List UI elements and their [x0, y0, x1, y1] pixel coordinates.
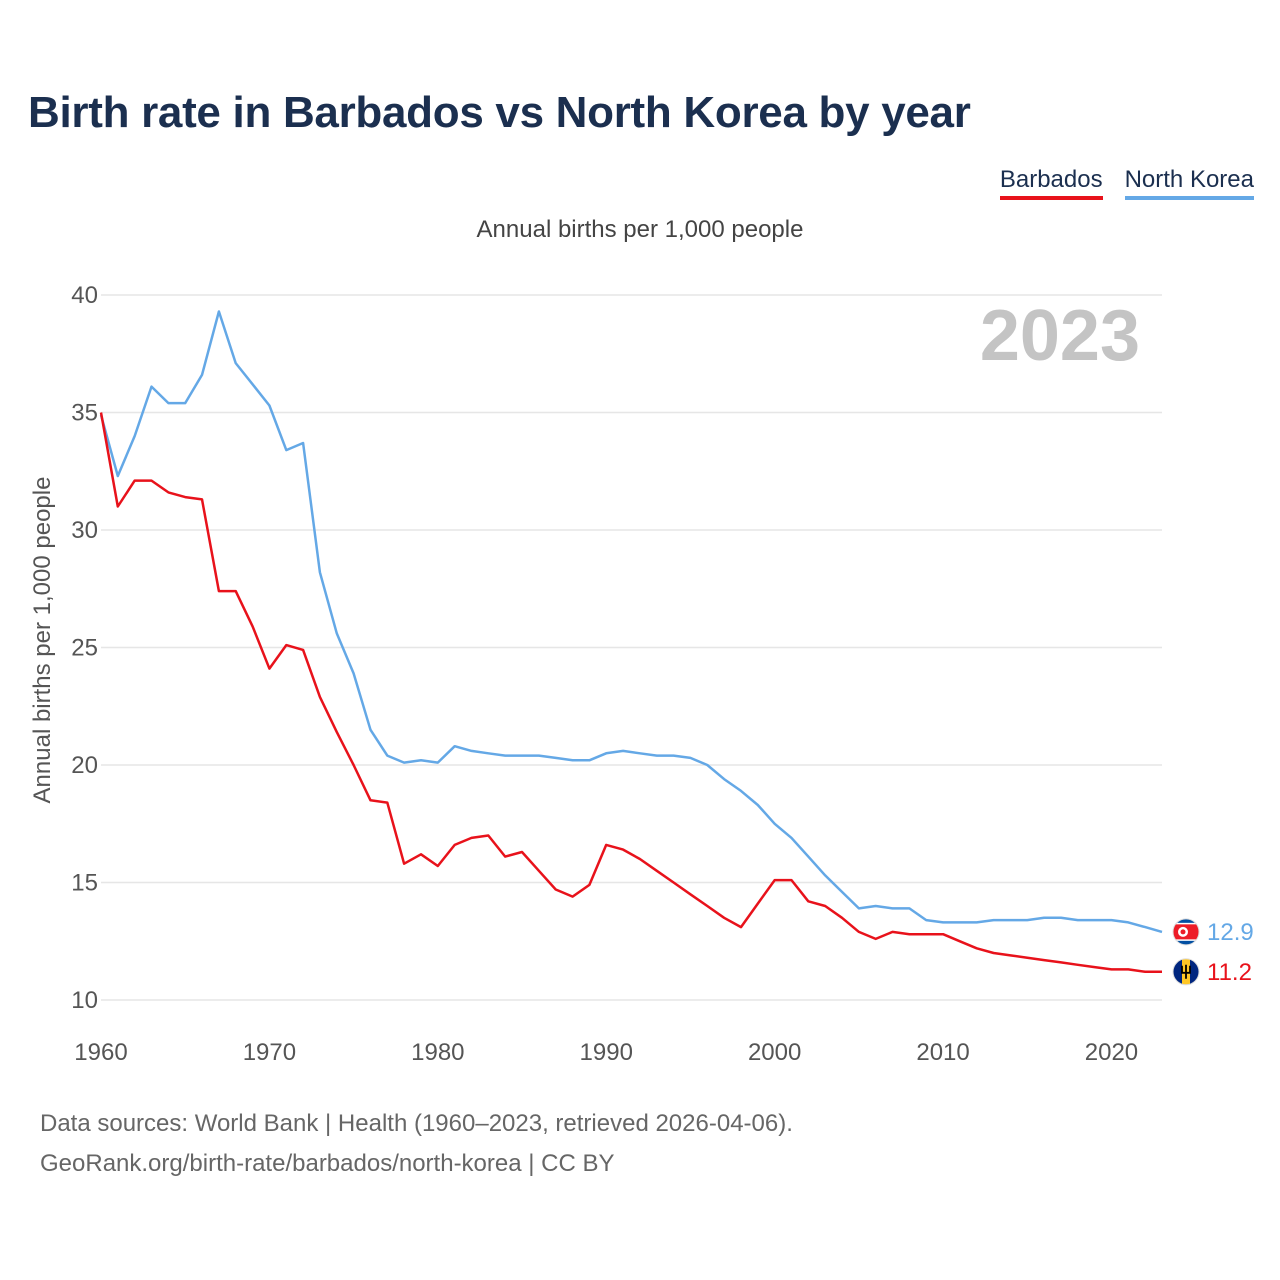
chart-subtitle: Annual births per 1,000 people: [476, 216, 804, 243]
y-axis-label: Annual births per 1,000 people: [29, 477, 56, 804]
y-tick-label: 15: [71, 870, 98, 897]
x-tick-label: 1980: [411, 1039, 464, 1066]
footer-sources: Data sources: World Bank | Health (1960–…: [40, 1110, 793, 1137]
legend: Barbados North Korea: [999, 166, 1254, 200]
x-tick-label: 2000: [748, 1039, 801, 1066]
footer: Data sources: World Bank | Health (1960–…: [40, 1104, 793, 1184]
x-tick-label: 2010: [916, 1039, 969, 1066]
flag-barbados-icon: [1172, 958, 1200, 986]
end-value-barbados: 11.2: [1207, 959, 1252, 986]
current-year-label: 2023: [980, 296, 1140, 376]
legend-north-korea[interactable]: North Korea: [1124, 166, 1254, 200]
y-tick-label: 30: [71, 517, 98, 544]
legend-barbados[interactable]: Barbados: [999, 166, 1103, 200]
series-line-barbados[interactable]: [99, 412, 1162, 974]
x-tick-label: 1970: [243, 1039, 296, 1066]
x-tick-label: 1960: [74, 1039, 127, 1066]
y-tick-label: 20: [71, 752, 98, 779]
footer-link[interactable]: GeoRank.org/birth-rate/barbados/north-ko…: [40, 1150, 615, 1177]
y-tick-label: 40: [71, 282, 98, 309]
series-line-north-korea[interactable]: [99, 310, 1163, 934]
x-tick-label: 2020: [1085, 1039, 1138, 1066]
end-value-north-korea: 12.9: [1207, 919, 1254, 946]
y-tick-label: 35: [71, 400, 98, 427]
x-tick-label: 1990: [580, 1039, 633, 1066]
y-tick-label: 10: [71, 987, 98, 1014]
flag-north-korea-icon: [1172, 918, 1200, 946]
y-tick-label: 25: [71, 635, 98, 662]
chart-title: Birth rate in Barbados vs North Korea by…: [28, 88, 971, 137]
